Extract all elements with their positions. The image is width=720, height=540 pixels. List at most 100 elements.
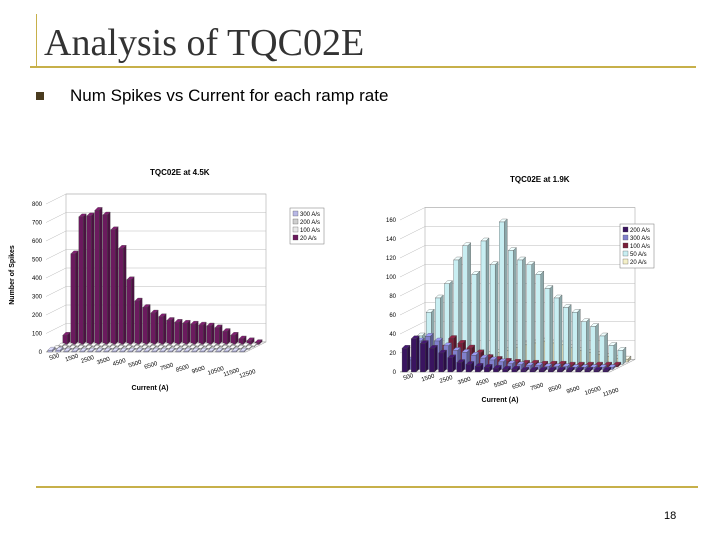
x-tick-label: 1500	[65, 353, 80, 363]
gridline-side	[399, 245, 426, 259]
y-tick-label: 40	[389, 332, 396, 338]
x-tick-label: 10500	[207, 366, 225, 377]
x-tick-label: 3500	[96, 356, 111, 366]
bar	[438, 352, 444, 373]
y-tick-label: 20	[389, 351, 396, 357]
bar	[134, 300, 140, 345]
x-tick-label: 4500	[112, 358, 127, 368]
x-tick-label: 6500	[512, 381, 527, 391]
bar	[118, 248, 124, 345]
bar	[142, 307, 148, 345]
x-tick-label: 5500	[493, 379, 508, 389]
bar	[158, 316, 164, 345]
x-tick-label: 4500	[475, 378, 490, 388]
x-tick-label: 2500	[80, 355, 95, 365]
bar-side	[452, 354, 456, 373]
y-tick-label: 400	[32, 276, 43, 282]
bar	[63, 350, 69, 353]
bar	[520, 369, 526, 373]
x-tick-label: 500	[403, 373, 415, 382]
gridline-side	[45, 249, 67, 260]
legend-entry: 200 A/s	[300, 220, 320, 226]
bar	[190, 323, 196, 345]
x-tick-label: 9500	[191, 365, 206, 375]
legend-swatch	[292, 218, 299, 225]
legend-entry: 100 A/s	[630, 244, 650, 250]
bar-side	[504, 218, 508, 365]
bar	[183, 350, 189, 353]
bar	[480, 240, 487, 365]
x-tick-label: 3500	[457, 376, 472, 386]
bar	[535, 274, 541, 365]
bar	[575, 369, 581, 373]
bar	[126, 279, 132, 345]
x-tick-label: 9500	[566, 385, 581, 395]
gridline-side	[399, 207, 426, 221]
bar	[94, 210, 100, 345]
bar	[110, 229, 116, 345]
gridline-side	[45, 193, 67, 205]
bar	[103, 350, 109, 353]
gridline-side	[399, 264, 426, 278]
y-axis-label: Number of Spikes	[9, 245, 16, 305]
y-tick-label: 700	[32, 221, 43, 227]
bar	[602, 369, 609, 373]
gridline-side	[45, 267, 67, 279]
gridline-side	[399, 283, 426, 297]
bar	[538, 369, 545, 373]
bar	[95, 350, 101, 353]
x-tick-label: 8500	[175, 364, 190, 374]
bar	[484, 367, 490, 373]
gridline-side	[399, 226, 426, 240]
slide-title: Analysis of TQC02E	[44, 22, 365, 64]
legend-swatch	[622, 250, 629, 257]
bar-side	[485, 237, 490, 365]
bar	[230, 335, 236, 345]
bar	[167, 350, 173, 353]
chart-title: TQC02E at 1.9K	[510, 175, 570, 184]
bar	[166, 320, 172, 345]
x-tick-label: 10500	[584, 386, 602, 397]
bar-side	[434, 344, 438, 373]
y-tick-label: 300	[32, 295, 43, 301]
gridline-side	[45, 286, 67, 297]
y-tick-label: 200	[32, 313, 43, 319]
bar	[508, 250, 514, 365]
legend-swatch	[622, 234, 629, 241]
bar-side	[568, 304, 572, 365]
bar	[562, 307, 569, 365]
gridline-side	[45, 212, 67, 223]
x-tick-label: 11500	[223, 367, 241, 378]
legend-swatch	[292, 210, 299, 217]
bar	[566, 369, 572, 373]
x-axis-label: Current (A)	[482, 397, 519, 404]
gridline-side	[45, 230, 67, 242]
y-tick-label: 160	[386, 218, 397, 224]
bar	[231, 350, 237, 353]
bar	[493, 368, 499, 373]
bar	[590, 326, 596, 365]
y-tick-label: 100	[386, 275, 397, 281]
bar	[86, 215, 92, 345]
bar	[214, 327, 220, 345]
bar	[199, 350, 205, 353]
bar	[191, 350, 197, 353]
bar	[143, 350, 149, 353]
bar	[401, 348, 408, 373]
bar-side	[406, 344, 411, 373]
bar	[429, 348, 435, 373]
bar	[599, 335, 605, 365]
bar	[102, 214, 108, 345]
bullet-icon	[36, 92, 44, 100]
legend-swatch	[622, 242, 629, 249]
bar-side	[586, 318, 590, 365]
bar	[87, 350, 93, 353]
bar	[581, 321, 587, 365]
gridline-side	[399, 321, 426, 335]
x-tick-label: 11500	[602, 387, 620, 398]
legend-entry: 100 A/s	[300, 228, 320, 234]
y-tick-label: 600	[32, 239, 43, 245]
x-axis-label: Current (A)	[132, 385, 169, 392]
